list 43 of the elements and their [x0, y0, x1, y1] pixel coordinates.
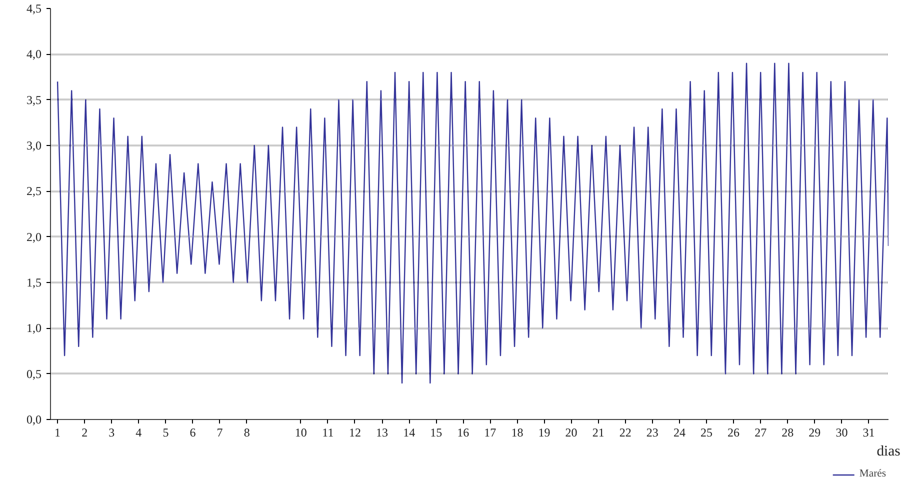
x-tick-label: 8: [244, 426, 250, 440]
x-tick-label: 30: [836, 426, 848, 440]
x-tick-label: 18: [511, 426, 524, 440]
y-tick-label: 1,5: [26, 276, 42, 290]
y-tick-label: 3,0: [26, 138, 42, 152]
x-tick-label: 25: [700, 426, 713, 440]
x-tick-label: 15: [430, 426, 442, 440]
line-series: [56, 62, 888, 384]
x-tick-label: 29: [808, 426, 821, 440]
x-tick-label: 10: [294, 426, 307, 440]
x-tick-label: 17: [484, 426, 496, 440]
x-tick-label: 1: [54, 426, 61, 440]
legend-label: Marés: [859, 468, 886, 480]
x-tick-label: 20: [565, 426, 578, 440]
x-tick-label: 31: [862, 426, 875, 440]
x-tick-label: 19: [538, 426, 550, 440]
x-tick-label: 12: [348, 426, 361, 440]
x-tick-label: 5: [162, 426, 169, 440]
y-tick-label: 2,0: [26, 230, 42, 244]
x-axis-title: dias: [876, 444, 901, 460]
y-tick-label: 1,0: [26, 321, 42, 336]
x-tick-label: 21: [592, 426, 604, 440]
x-tick-label: 13: [376, 426, 388, 440]
y-tick-label: 2,5: [26, 184, 42, 198]
x-tick-label: 26: [728, 426, 740, 440]
y-tick-label: 0,5: [26, 366, 42, 381]
x-tick-label: 28: [782, 426, 794, 440]
x-tick-label: 27: [754, 426, 767, 440]
x-tick-label: 22: [619, 426, 632, 440]
x-tick-label: 14: [403, 426, 416, 440]
x-tick-label: 24: [673, 426, 686, 440]
x-tick-label: 2: [82, 426, 88, 440]
y-tick-label: 4,0: [26, 47, 42, 62]
x-tick-label: 16: [457, 426, 470, 440]
y-tick-label: 4,5: [26, 2, 42, 16]
x-tick-label: 11: [322, 426, 334, 440]
x-tick-label: 3: [108, 426, 115, 440]
y-tick-label: 3,5: [26, 92, 42, 107]
x-tick-label: 7: [216, 426, 223, 440]
y-tick-label: 0,0: [26, 412, 42, 426]
x-tick-label: 23: [646, 426, 658, 440]
x-tick-label: 4: [136, 426, 142, 440]
x-tick-label: 6: [190, 426, 196, 440]
